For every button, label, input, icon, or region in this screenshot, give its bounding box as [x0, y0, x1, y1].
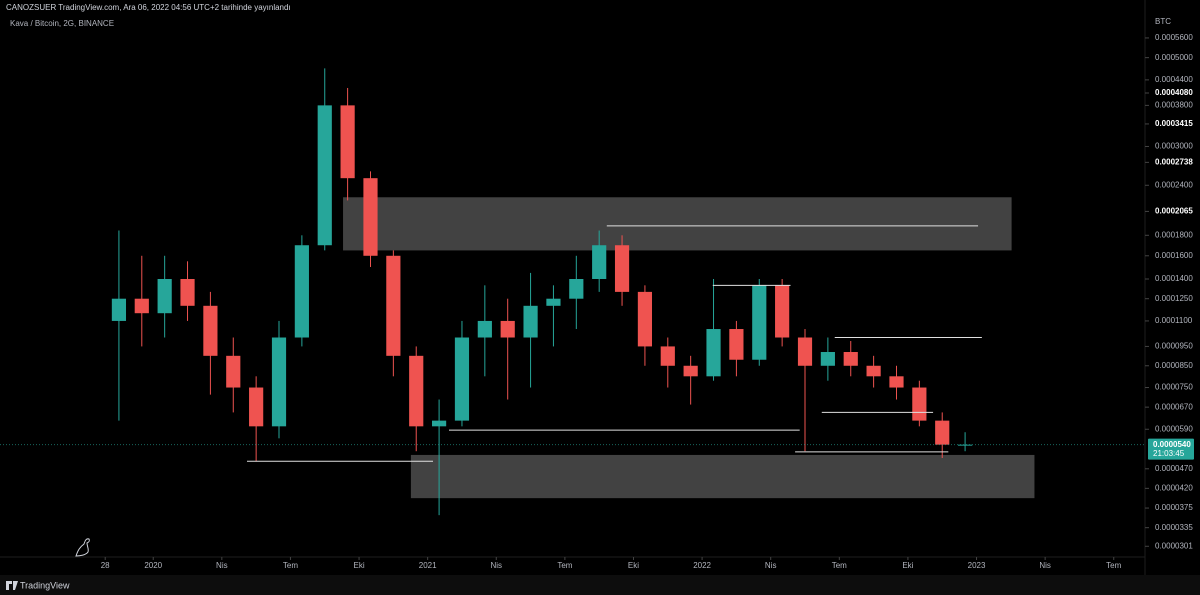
candle-body	[180, 278, 195, 306]
x-tick-label: Nis	[765, 561, 777, 570]
candle-body	[500, 320, 515, 338]
y-tick-label: 0.0005600	[1155, 33, 1193, 42]
candle-body	[706, 329, 721, 377]
candle-body	[477, 320, 492, 338]
candle-body	[592, 245, 607, 279]
candle-body	[637, 291, 653, 347]
y-unit: BTC	[1155, 17, 1171, 26]
publisher: CANOZSUER TradingView.com, Ara 06, 2022 …	[6, 3, 291, 12]
y-tick-label: 0.0003000	[1155, 142, 1193, 151]
candle-body	[409, 355, 424, 427]
y-tick-label: 0.0001600	[1155, 251, 1193, 260]
brand: TradingView	[20, 580, 70, 590]
y-tick-label: 0.0000470	[1155, 464, 1193, 473]
x-tick-label: Eki	[628, 561, 639, 570]
countdown: 21:03:45	[1153, 449, 1185, 458]
candle-body	[111, 298, 127, 321]
x-tick-label: Tem	[1106, 561, 1121, 570]
y-tick-label: 0.0003800	[1155, 100, 1193, 109]
zone	[343, 197, 1012, 251]
y-tick-label: 0.0000850	[1155, 361, 1193, 370]
zone	[410, 454, 1035, 499]
y-tick-label: 0.0000750	[1155, 383, 1193, 392]
x-tick-label: 2022	[693, 561, 711, 570]
candle-body	[958, 444, 973, 446]
candle-body	[157, 278, 172, 314]
y-tick-label: 0.0004400	[1155, 75, 1193, 84]
x-tick-label: Nis	[1039, 561, 1051, 570]
candle-body	[729, 329, 744, 360]
current-price-label: 0.0000540	[1153, 440, 1191, 449]
candle-body	[683, 365, 698, 377]
x-tick-label: Tem	[283, 561, 298, 570]
x-tick-label: Eki	[353, 561, 364, 570]
x-tick-label: Nis	[216, 561, 228, 570]
y-tick-label: 0.0002738	[1155, 157, 1193, 166]
candle-body	[294, 245, 309, 338]
footer	[0, 575, 1200, 595]
candle-body	[569, 278, 584, 299]
candle-body	[843, 352, 858, 366]
y-tick-label: 0.0002065	[1155, 207, 1193, 216]
candle-body	[935, 420, 950, 445]
candle-body	[546, 298, 561, 306]
y-tick-label: 0.0003415	[1155, 119, 1193, 128]
candle-body	[340, 105, 355, 179]
x-tick-label: 28	[101, 561, 110, 570]
x-tick-label: Eki	[902, 561, 913, 570]
chart-title: Kava / Bitcoin, 2G, BINANCE	[10, 19, 114, 28]
candle-body	[866, 365, 881, 377]
y-tick-label: 0.0000950	[1155, 342, 1193, 351]
candle-body	[203, 305, 218, 356]
current-price-box	[1148, 438, 1194, 460]
y-tick-label: 0.0002400	[1155, 180, 1193, 189]
candle-body	[271, 337, 287, 427]
candle-body	[363, 178, 378, 256]
y-tick-label: 0.0000375	[1155, 503, 1193, 512]
x-tick-label: Tem	[557, 561, 572, 570]
drawing-icon	[75, 538, 90, 557]
y-tick-label: 0.0000420	[1155, 483, 1193, 492]
y-tick-label: 0.0001250	[1155, 294, 1193, 303]
x-tick-label: Tem	[832, 561, 847, 570]
y-tick-label: 0.0001400	[1155, 274, 1193, 283]
y-tick-label: 0.0005000	[1155, 53, 1193, 62]
candle-body	[317, 105, 332, 246]
x-tick-label: Nis	[490, 561, 502, 570]
candle-body	[134, 298, 149, 314]
y-tick-label: 0.0000301	[1155, 541, 1193, 550]
candle-body	[386, 255, 401, 356]
y-tick-label: 0.0000590	[1155, 424, 1193, 433]
candle-body	[226, 355, 241, 388]
x-tick-label: 2020	[144, 561, 162, 570]
y-tick-label: 0.0000670	[1155, 402, 1193, 411]
x-tick-label: 2021	[419, 561, 437, 570]
x-tick-label: 2023	[968, 561, 986, 570]
candle-body	[820, 352, 835, 366]
candle-body	[752, 285, 767, 360]
candle-body	[523, 305, 538, 338]
y-tick-label: 0.0001800	[1155, 230, 1193, 239]
candle-body	[614, 245, 630, 292]
candle-body	[249, 387, 264, 427]
candle-body	[454, 337, 470, 421]
candle-body	[797, 337, 813, 366]
candle-body	[775, 285, 790, 338]
y-tick-label: 0.0000335	[1155, 523, 1193, 532]
y-tick-label: 0.0001100	[1155, 316, 1193, 325]
candle-body	[660, 346, 675, 366]
logo	[6, 581, 18, 590]
candle-body	[432, 420, 447, 427]
candle-body	[889, 376, 904, 388]
y-tick-label: 0.0004080	[1155, 88, 1193, 97]
candle-body	[912, 387, 927, 421]
